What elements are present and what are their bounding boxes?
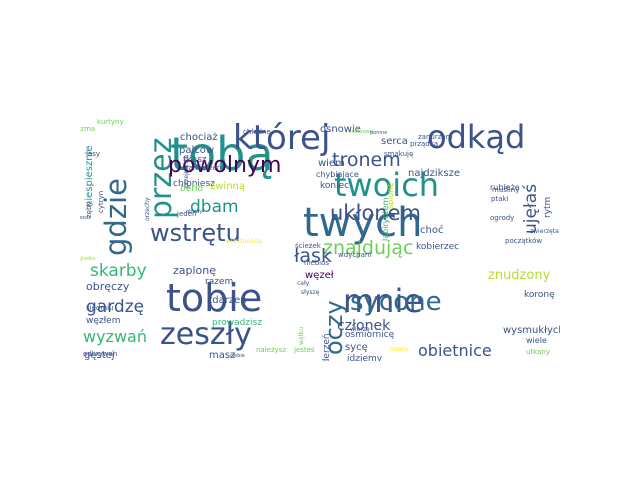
cloud-word: miody <box>390 346 409 353</box>
cloud-word: wiem <box>318 158 345 169</box>
cloud-word: węzeł <box>305 270 334 281</box>
cloud-word: osnowie <box>320 124 361 135</box>
cloud-word: zwinną <box>210 181 246 192</box>
cloud-word: orzechy <box>144 197 151 221</box>
cloud-word: serca <box>381 136 408 147</box>
cloud-word: mchrowe <box>350 129 373 135</box>
cloud-word: prowadzisz <box>212 318 262 328</box>
cloud-word: tobą <box>170 127 274 181</box>
cloud-word: koronę <box>524 290 555 300</box>
cloud-word: należysz <box>256 346 287 354</box>
cloud-word: rytm <box>543 196 553 218</box>
cloud-word: ośmiornicę <box>345 330 395 340</box>
cloud-word: berło <box>180 184 204 194</box>
cloud-word: palców <box>179 145 215 156</box>
cloud-word: pizma <box>80 125 96 133</box>
cloud-word: pomne <box>370 130 388 136</box>
cloud-word: tronem <box>332 149 401 171</box>
cloud-word: mnie <box>343 282 424 320</box>
cloud-word: zdarzeń <box>207 295 247 306</box>
cloud-word: znudzony <box>488 268 551 283</box>
cloud-word: koniec <box>320 181 350 191</box>
cloud-word: uderzeń <box>322 333 332 361</box>
cloud-word: twych <box>303 200 423 246</box>
cloud-word: wysmukłych <box>503 325 560 336</box>
cloud-word: chybiające <box>316 170 359 179</box>
cloud-word: zaplonę <box>173 264 217 277</box>
cloud-word: chociaż <box>180 132 218 143</box>
word-cloud: tobą twych tobie której odkąd twoich gdzie prze… <box>80 119 560 361</box>
cloud-word: tkasz <box>183 155 207 165</box>
cloud-word: zeszły <box>160 317 252 352</box>
cloud-word: wdycham <box>338 251 372 259</box>
cloud-word: słyszę <box>301 289 320 296</box>
cloud-word: razem <box>205 277 234 287</box>
cloud-word: niebios <box>304 259 330 267</box>
cloud-word: prządką <box>410 140 439 148</box>
cloud-word: obietnice <box>418 341 492 360</box>
cloud-word: wyzwań <box>83 327 147 346</box>
cloud-word: muśliny <box>492 186 520 194</box>
cloud-word: lasy <box>86 150 101 158</box>
cloud-word: idziemy <box>347 354 383 362</box>
cloud-word: labiryntem <box>381 197 390 241</box>
cloud-word: ujęłaś <box>521 183 541 234</box>
cloud-word: twoich <box>334 166 440 204</box>
cloud-word: najdziksze <box>408 168 461 179</box>
cloud-word: odkąd <box>427 119 526 156</box>
cloud-word: gardzę <box>86 297 145 317</box>
cloud-word: ukłonem <box>330 201 421 225</box>
cloud-word: której <box>233 119 331 158</box>
cloud-word: jesteś <box>294 346 315 354</box>
cloud-word: rubieże <box>490 183 520 192</box>
cloud-word: przejrzyste <box>183 154 190 188</box>
cloud-word: ogrody <box>490 214 515 222</box>
cloud-word: siedmiu <box>86 304 114 312</box>
cloud-word: masz <box>209 350 236 361</box>
cloud-word: wierzę <box>350 326 370 333</box>
cloud-word: choć <box>420 225 444 236</box>
cloud-word: łask <box>294 245 332 267</box>
cloud-word: członek <box>337 318 391 334</box>
cloud-word: gdzie <box>99 178 133 256</box>
cloud-word: początków <box>505 237 543 245</box>
cloud-word: utkany <box>526 348 550 356</box>
cloud-word: skarby <box>90 261 147 281</box>
cloud-word: wątku <box>298 326 305 345</box>
cloud-word: zamierzeń <box>185 164 222 172</box>
cloud-word: bosu <box>80 215 91 221</box>
cloud-word: ptaki <box>491 195 509 203</box>
cloud-word: obawy <box>186 209 203 215</box>
cloud-word: cały <box>297 280 310 287</box>
cloud-word: chłoniesz <box>173 179 215 189</box>
cloud-word: cytryn <box>97 190 105 213</box>
cloud-word: odkrywan <box>83 350 118 358</box>
cloud-word: znajdując <box>323 237 414 259</box>
cloud-word: ciebie <box>230 353 245 359</box>
cloud-word: kobierzec <box>416 242 460 252</box>
cloud-word: powolnym <box>168 153 282 178</box>
cloud-word: gęstej <box>84 350 115 361</box>
cloud-word: smakuję <box>384 150 414 158</box>
cloud-word: wiele <box>526 336 547 345</box>
cloud-word: tobie <box>166 276 263 320</box>
cloud-word: wiecznością <box>226 238 262 245</box>
cloud-word: ścieżek <box>295 242 321 250</box>
cloud-word: zwierzęta <box>530 228 559 235</box>
cloud-word: sycę <box>345 342 368 353</box>
cloud-word: wstrętu <box>150 219 241 247</box>
cloud-word: jeden <box>177 210 197 218</box>
cloud-word: zanurzam <box>418 133 453 141</box>
cloud-word: kurtyny <box>97 119 124 126</box>
cloud-word: sycone <box>350 287 442 317</box>
cloud-word: obręczy <box>86 280 130 293</box>
cloud-word: dbam <box>190 197 239 217</box>
cloud-word: węzłem <box>86 316 121 326</box>
cloud-word: gładko <box>80 256 96 262</box>
cloud-word: chłodne <box>243 128 271 136</box>
